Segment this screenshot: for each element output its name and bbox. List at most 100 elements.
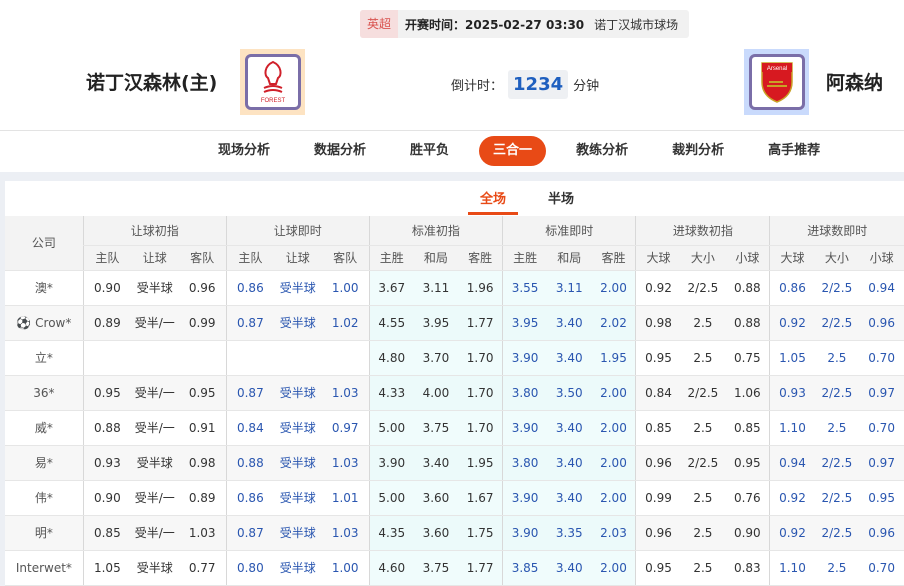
odds-cell[interactable]: 0.88	[725, 305, 770, 341]
table-row[interactable]: 立* 4.80 3.70 1.70 3.90 3.40 1.95 0.95 2.5 0.75 1.0…	[5, 340, 904, 376]
odds-cell[interactable]: 2/2.5	[814, 445, 860, 481]
odds-cell[interactable]: 3.40	[547, 550, 592, 586]
odds-cell[interactable]: 0.98	[635, 305, 681, 341]
odds-cell[interactable]: 3.40	[547, 340, 592, 376]
odds-cell[interactable]: 0.91	[178, 410, 227, 446]
table-row[interactable]: 威* 0.88 受半/一 0.91 0.84 受半球 0.97 5.00 3.75 1.70 3.9…	[5, 410, 904, 446]
odds-cell[interactable]: 受半球	[273, 480, 322, 516]
odds-cell[interactable]: 1.05	[769, 340, 815, 376]
odds-cell[interactable]: 0.70	[859, 340, 904, 376]
odds-cell[interactable]: 5.00	[368, 480, 414, 516]
odds-cell[interactable]: 0.95	[725, 445, 770, 481]
nav-tab-win-draw-lose[interactable]: 胜平负	[410, 143, 450, 158]
odds-cell[interactable]: 受半/一	[130, 305, 179, 341]
odds-cell[interactable]: 0.87	[225, 375, 274, 411]
company-cell[interactable]: 立*	[5, 340, 84, 376]
odds-cell[interactable]: 3.60	[413, 480, 459, 516]
odds-cell[interactable]: 2.5	[680, 340, 726, 376]
odds-cell[interactable]: 受半/一	[130, 480, 179, 516]
odds-cell[interactable]: 3.55	[502, 270, 548, 306]
odds-cell[interactable]: 1.77	[458, 305, 503, 341]
odds-cell[interactable]: 3.60	[413, 515, 459, 551]
odds-cell[interactable]: 2.5	[680, 550, 726, 586]
odds-cell[interactable]: 2.5	[680, 410, 726, 446]
odds-cell[interactable]: 2/2.5	[814, 375, 860, 411]
odds-cell[interactable]: 受半球	[273, 550, 322, 586]
odds-cell[interactable]: 1.00	[321, 550, 370, 586]
odds-cell[interactable]: 1.10	[769, 410, 815, 446]
odds-cell[interactable]: 2/2.5	[814, 305, 860, 341]
nav-tab-expert-picks[interactable]: 高手推荐	[768, 143, 821, 158]
odds-cell[interactable]: 3.40	[547, 305, 592, 341]
odds-cell[interactable]: 2.5	[814, 410, 860, 446]
nav-tab-coach-analysis[interactable]: 教练分析	[576, 143, 629, 158]
odds-cell[interactable]: 1.70	[458, 410, 503, 446]
table-row[interactable]: 易* 0.93 受半球 0.98 0.88 受半球 1.03 3.90 3.40 1.95 3.80…	[5, 445, 904, 481]
odds-cell[interactable]: 0.96	[859, 305, 904, 341]
odds-cell[interactable]: 3.11	[547, 270, 592, 306]
odds-cell[interactable]: 1.95	[591, 340, 636, 376]
odds-cell[interactable]: 2/2.5	[814, 270, 860, 306]
odds-cell[interactable]: 0.96	[635, 445, 681, 481]
league-badge[interactable]: 英超	[360, 10, 399, 38]
odds-cell[interactable]: 0.95	[635, 550, 681, 586]
odds-cell[interactable]: 0.92	[635, 270, 681, 306]
odds-cell[interactable]: 0.98	[178, 445, 227, 481]
odds-cell[interactable]: 0.92	[769, 515, 815, 551]
odds-cell[interactable]: 2.00	[591, 410, 636, 446]
odds-cell[interactable]: 0.88	[725, 270, 770, 306]
table-row[interactable]: ⚽ Crow* 0.89 受半/一 0.99 0.87 受半球 1.02 4.55 3.95 1.…	[5, 305, 904, 341]
odds-cell[interactable]: 2.00	[591, 445, 636, 481]
odds-cell[interactable]: 0.92	[769, 305, 815, 341]
odds-cell[interactable]: 3.90	[502, 515, 548, 551]
odds-cell[interactable]: 0.75	[725, 340, 770, 376]
odds-cell[interactable]: 0.88	[82, 410, 131, 446]
odds-cell[interactable]: 0.95	[178, 375, 227, 411]
odds-cell[interactable]: 1.67	[458, 480, 503, 516]
odds-cell[interactable]: 受半球	[130, 270, 179, 306]
odds-cell[interactable]: 1.05	[82, 550, 131, 586]
nav-tab-live-analysis[interactable]: 现场分析	[218, 143, 271, 158]
odds-cell[interactable]: 3.70	[413, 340, 459, 376]
odds-cell[interactable]: 4.55	[368, 305, 414, 341]
odds-cell[interactable]: 2.5	[680, 515, 726, 551]
odds-cell[interactable]: 0.77	[178, 550, 227, 586]
odds-cell[interactable]: 0.97	[859, 375, 904, 411]
odds-cell[interactable]: 2.00	[591, 270, 636, 306]
odds-cell[interactable]: 4.33	[368, 375, 414, 411]
odds-cell[interactable]: 2.5	[680, 480, 726, 516]
odds-cell[interactable]: 4.00	[413, 375, 459, 411]
away-team-logo[interactable]: Arsenal	[744, 49, 809, 115]
home-team-logo[interactable]: FOREST	[240, 49, 305, 115]
odds-cell[interactable]: 受半球	[273, 410, 322, 446]
odds-cell[interactable]: 1.96	[458, 270, 503, 306]
odds-cell[interactable]: 受半球	[130, 445, 179, 481]
odds-cell[interactable]: 0.89	[82, 305, 131, 341]
table-row[interactable]: 伟* 0.90 受半/一 0.89 0.86 受半球 1.01 5.00 3.60 1.67 3.9…	[5, 480, 904, 516]
odds-cell[interactable]: 0.95	[82, 375, 131, 411]
odds-cell[interactable]: 3.95	[413, 305, 459, 341]
table-row[interactable]: 明* 0.85 受半/一 1.03 0.87 受半球 1.03 4.35 3.60 1.75 3.9…	[5, 515, 904, 551]
odds-cell[interactable]: 3.90	[502, 340, 548, 376]
company-cell[interactable]: ⚽ Crow*	[5, 305, 84, 341]
odds-cell[interactable]: 1.70	[458, 375, 503, 411]
odds-cell[interactable]	[130, 340, 179, 376]
odds-cell[interactable]: 0.90	[725, 515, 770, 551]
odds-cell[interactable]: 0.96	[859, 515, 904, 551]
odds-cell[interactable]: 0.95	[635, 340, 681, 376]
odds-cell[interactable]: 1.03	[321, 515, 370, 551]
odds-cell[interactable]: 2.02	[591, 305, 636, 341]
odds-cell[interactable]: 3.80	[502, 445, 548, 481]
odds-cell[interactable]: 0.85	[82, 515, 131, 551]
odds-cell[interactable]: 0.88	[225, 445, 274, 481]
odds-cell[interactable]: 2.00	[591, 375, 636, 411]
odds-cell[interactable]: 1.95	[458, 445, 503, 481]
odds-cell[interactable]: 0.86	[225, 270, 274, 306]
odds-cell[interactable]: 0.80	[225, 550, 274, 586]
table-row[interactable]: 澳* 0.90 受半球 0.96 0.86 受半球 1.00 3.67 3.11 1.96 3.55…	[5, 270, 904, 306]
odds-cell[interactable]: 3.85	[502, 550, 548, 586]
odds-cell[interactable]: 受半球	[273, 375, 322, 411]
odds-cell[interactable]: 3.40	[547, 480, 592, 516]
odds-cell[interactable]: 0.97	[321, 410, 370, 446]
odds-cell[interactable]: 5.00	[368, 410, 414, 446]
